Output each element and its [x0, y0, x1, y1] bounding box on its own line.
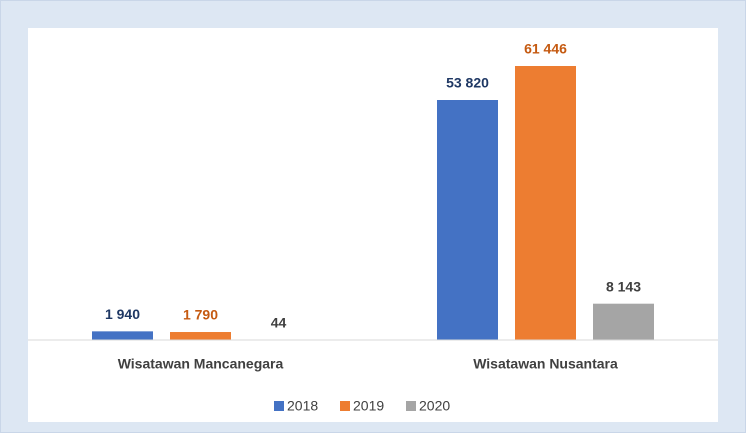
value-label: 44	[271, 315, 287, 331]
value-label: 53 820	[446, 75, 489, 91]
legend-swatch	[340, 401, 350, 411]
value-label: 1 790	[183, 307, 218, 323]
legend-swatch	[406, 401, 416, 411]
value-label: 1 940	[105, 306, 140, 322]
x-tick-label: Wisatawan Mancanegara	[118, 356, 284, 372]
bar	[170, 332, 231, 340]
value-label: 61 446	[524, 41, 567, 57]
bar	[92, 331, 153, 340]
legend-swatch	[274, 401, 284, 411]
bar	[515, 66, 576, 340]
plot-area	[28, 28, 718, 422]
legend-label: 2018	[287, 398, 318, 414]
bar	[593, 303, 654, 340]
bar	[437, 100, 498, 340]
legend-label: 2019	[353, 398, 384, 414]
x-tick-label: Wisatawan Nusantara	[473, 356, 618, 372]
legend-label: 2020	[419, 398, 450, 414]
value-label: 8 143	[606, 278, 641, 294]
